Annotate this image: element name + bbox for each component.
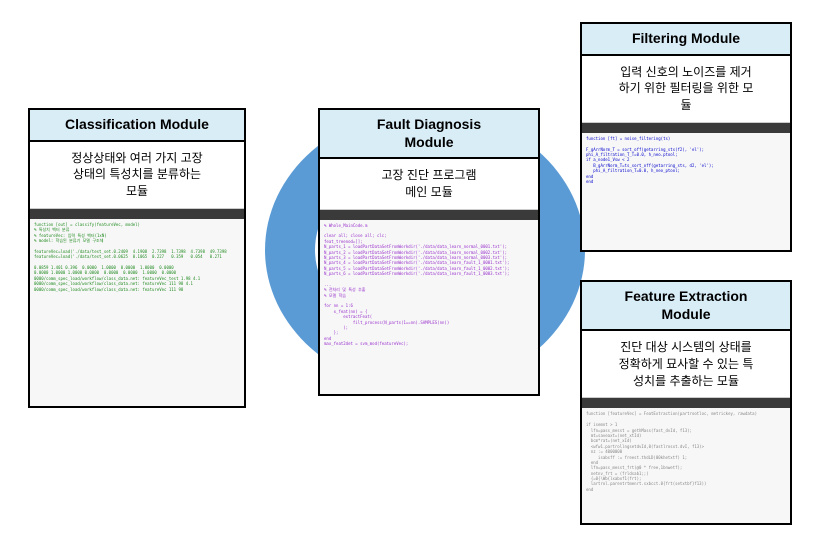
module-title: Filtering Module — [582, 24, 790, 56]
module-desc: 진단 대상 시스템의 상태를정확하게 묘사할 수 있는 특성치를 추출하는 모듈 — [582, 331, 790, 398]
code-preview: % Whole_MainCode.m clear all; close all;… — [320, 210, 538, 394]
code-preview: function [featureVec] = FeatExtraction(p… — [582, 398, 790, 523]
module-classification: Classification Module 정상상태와 여러 가지 고장상태의 … — [28, 108, 246, 408]
module-fault-diagnosis: Fault DiagnosisModule 고장 진단 프로그램메인 모듈 % … — [318, 108, 540, 396]
module-title: Fault DiagnosisModule — [320, 110, 538, 159]
module-filtering: Filtering Module 입력 신호의 노이즈를 제거하기 위한 필터링… — [580, 22, 792, 252]
module-title: Feature ExtractionModule — [582, 282, 790, 331]
code-preview: function [out] = classify(featureVec, mo… — [30, 209, 244, 406]
module-desc: 정상상태와 여러 가지 고장상태의 특성치를 분류하는모듈 — [30, 142, 244, 209]
code-preview: function [ft] = noise_filtering(ts) F_gA… — [582, 123, 790, 250]
module-desc: 입력 신호의 노이즈를 제거하기 위한 필터링을 위한 모듈 — [582, 56, 790, 123]
module-feature-extraction: Feature ExtractionModule 진단 대상 시스템의 상태를정… — [580, 280, 792, 525]
module-desc: 고장 진단 프로그램메인 모듈 — [320, 159, 538, 210]
module-title: Classification Module — [30, 110, 244, 142]
